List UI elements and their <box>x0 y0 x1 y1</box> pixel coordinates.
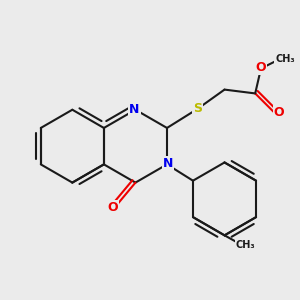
Text: CH₃: CH₃ <box>275 54 295 64</box>
Text: S: S <box>193 102 202 115</box>
Text: CH₃: CH₃ <box>236 240 255 250</box>
Text: O: O <box>256 61 266 74</box>
Text: O: O <box>274 106 284 119</box>
Text: O: O <box>107 201 118 214</box>
Text: N: N <box>163 157 173 170</box>
Text: N: N <box>129 103 140 116</box>
